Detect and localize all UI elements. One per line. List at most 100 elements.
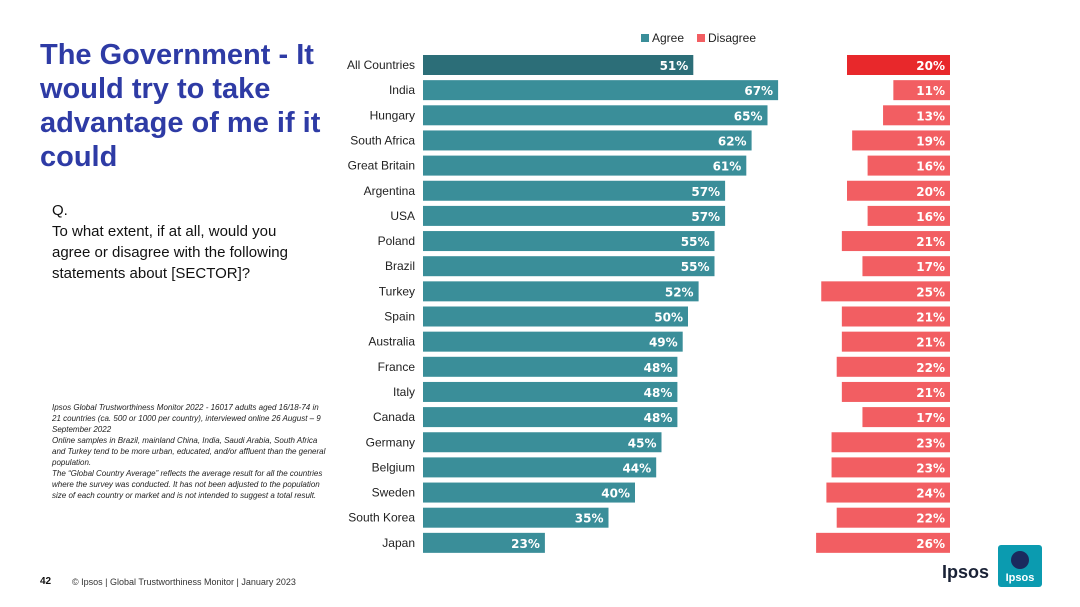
logo-badge-mark [1011, 551, 1029, 569]
agree-value-sweden: 40% [601, 487, 630, 501]
disagree-bar-india [893, 80, 950, 101]
agree-bar-italy [423, 381, 678, 402]
disagree-value-france: 22% [916, 361, 945, 375]
disagree-value-poland: 21% [916, 235, 945, 249]
agree-bar-usa [423, 205, 726, 226]
agree-value-hungary: 65% [734, 109, 763, 123]
disagree-bar-france [836, 356, 950, 377]
page-number: 42 [40, 576, 52, 587]
legend-agree-label: Agree [652, 31, 684, 45]
note-line: Ipsos Global Trustworthiness Monitor 202… [52, 403, 321, 434]
category-label-brazil: Brazil [385, 259, 415, 273]
disagree-bar-argentina [847, 180, 950, 201]
agree-bar-india [423, 80, 779, 101]
category-label-great-britain: Great Britain [348, 159, 415, 173]
disagree-value-great-britain: 16% [916, 160, 945, 174]
agree-value-usa: 57% [691, 210, 720, 224]
agree-bar-poland [423, 231, 715, 252]
disagree-bar-great-britain [867, 155, 950, 176]
agree-value-india: 67% [744, 84, 773, 98]
category-label-belgium: Belgium [372, 460, 415, 474]
agree-value-brazil: 55% [681, 260, 710, 274]
agree-value-argentina: 57% [691, 185, 720, 199]
agree-value-belgium: 44% [622, 461, 651, 475]
disagree-value-brazil: 17% [916, 260, 945, 274]
note-line: The “Global Country Average” reflects th… [52, 469, 323, 500]
legend-disagree-swatch [697, 34, 705, 42]
agree-value-germany: 45% [628, 436, 657, 450]
disagree-value-sweden: 24% [916, 487, 945, 501]
category-label-france: France [378, 360, 416, 374]
agree-bar-turkey [423, 281, 699, 302]
agree-bar-germany [423, 432, 662, 453]
category-label-germany: Germany [366, 435, 415, 449]
disagree-value-india: 11% [916, 84, 945, 98]
agree-bar-hungary [423, 105, 768, 126]
category-label-hungary: Hungary [370, 108, 415, 122]
disagree-bar-usa [867, 205, 950, 226]
disagree-bar-belgium [831, 457, 950, 478]
agree-value-all-countries: 51% [660, 59, 689, 73]
agree-value-poland: 55% [681, 235, 710, 249]
category-label-south-korea: South Korea [348, 511, 415, 525]
logo-badge-text: Ipsos [1006, 572, 1035, 584]
agree-bar-france [423, 356, 678, 377]
disagree-bar-brazil [862, 256, 950, 277]
disagree-bar-turkey [821, 281, 950, 302]
category-label-spain: Spain [384, 310, 415, 324]
disagree-value-south-africa: 19% [916, 134, 945, 148]
agree-bar-brazil [423, 256, 715, 277]
disagree-bar-south-korea [836, 507, 950, 528]
disagree-value-canada: 17% [916, 411, 945, 425]
disagree-value-hungary: 13% [916, 109, 945, 123]
disagree-value-usa: 16% [916, 210, 945, 224]
footer-text: © Ipsos | Global Trustworthiness Monitor… [72, 577, 296, 587]
question-text: To what extent, if at all, would you agr… [52, 223, 288, 282]
agree-value-great-britain: 61% [713, 160, 742, 174]
disagree-value-australia: 21% [916, 336, 945, 350]
disagree-bar-canada [862, 407, 950, 428]
methodology-note: Ipsos Global Trustworthiness Monitor 202… [52, 402, 327, 501]
disagree-value-germany: 23% [916, 436, 945, 450]
agree-value-france: 48% [644, 361, 673, 375]
disagree-value-south-korea: 22% [916, 512, 945, 526]
category-label-poland: Poland [378, 234, 415, 248]
disagree-value-all-countries: 20% [916, 59, 945, 73]
question-prefix: Q. [52, 202, 68, 219]
agree-value-australia: 49% [649, 336, 678, 350]
category-label-italy: Italy [393, 385, 415, 399]
ipsos-wordmark: Ipsos [942, 562, 990, 582]
agree-value-canada: 48% [644, 411, 673, 425]
page-title: The Government - It would try to take ad… [40, 39, 321, 173]
agree-bar-south-korea [423, 507, 609, 528]
agree-value-italy: 48% [644, 386, 673, 400]
disagree-bar-germany [831, 432, 950, 453]
disagree-bar-hungary [883, 105, 950, 126]
note-line: Online samples in Brazil, mainland China… [52, 436, 326, 467]
disagree-bar-italy [841, 381, 950, 402]
ipsos-logo-badge: Ipsos [998, 545, 1042, 587]
agree-bar-south-africa [423, 130, 752, 151]
agree-bar-belgium [423, 457, 657, 478]
category-label-usa: USA [390, 209, 415, 223]
disagree-bar-sweden [826, 482, 950, 503]
agree-value-turkey: 52% [665, 285, 694, 299]
agree-bar-all-countries [423, 55, 694, 75]
agree-bar-japan [423, 532, 545, 553]
agree-bar-australia [423, 331, 683, 352]
disagree-value-japan: 26% [916, 537, 945, 551]
category-label-australia: Australia [368, 335, 415, 349]
question-block: Q. To what extent, if at all, would you … [52, 200, 292, 284]
category-label-turkey: Turkey [379, 284, 415, 298]
category-label-all-countries: All Countries [347, 58, 415, 72]
category-label-sweden: Sweden [372, 486, 415, 500]
disagree-value-turkey: 25% [916, 285, 945, 299]
agree-value-south-korea: 35% [575, 512, 604, 526]
disagree-bar-all-countries [847, 55, 950, 75]
agree-bar-argentina [423, 180, 726, 201]
agree-bar-great-britain [423, 155, 747, 176]
agree-bar-sweden [423, 482, 635, 503]
disagree-bar-south-africa [852, 130, 950, 151]
agree-bar-canada [423, 407, 678, 428]
